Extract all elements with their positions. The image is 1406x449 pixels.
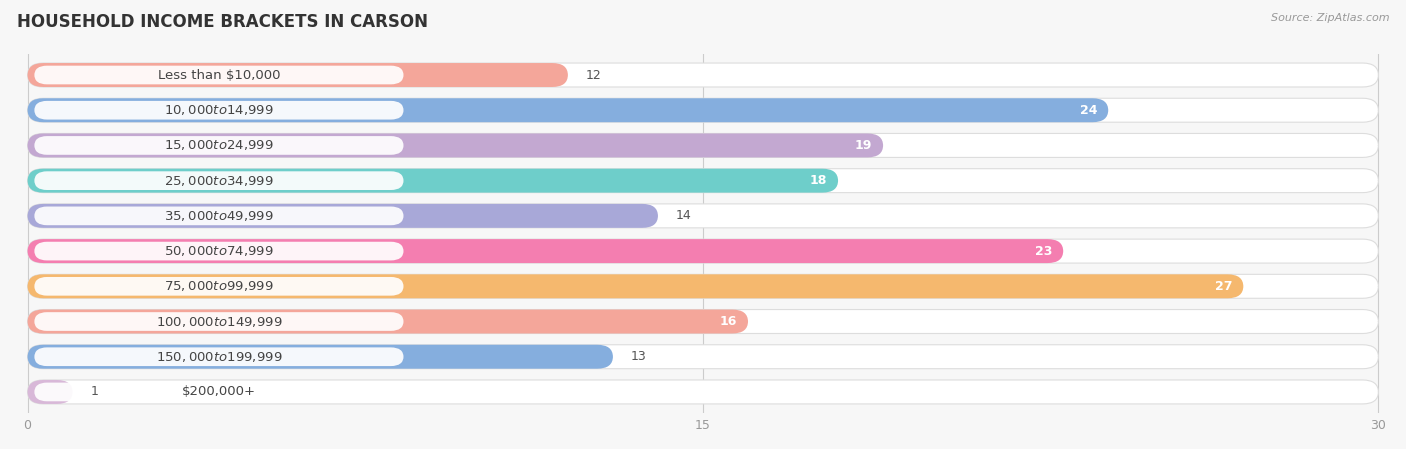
FancyBboxPatch shape (28, 309, 1378, 334)
FancyBboxPatch shape (28, 380, 73, 404)
Text: $75,000 to $99,999: $75,000 to $99,999 (165, 279, 274, 293)
FancyBboxPatch shape (28, 274, 1243, 298)
FancyBboxPatch shape (28, 380, 1378, 404)
Text: $25,000 to $34,999: $25,000 to $34,999 (165, 174, 274, 188)
Text: 24: 24 (1080, 104, 1097, 117)
FancyBboxPatch shape (28, 133, 1378, 158)
FancyBboxPatch shape (28, 98, 1108, 122)
FancyBboxPatch shape (34, 66, 404, 84)
Text: 16: 16 (720, 315, 737, 328)
FancyBboxPatch shape (34, 101, 404, 119)
FancyBboxPatch shape (28, 345, 1378, 369)
FancyBboxPatch shape (34, 348, 404, 366)
Text: 14: 14 (676, 209, 692, 222)
Text: $200,000+: $200,000+ (181, 385, 256, 398)
FancyBboxPatch shape (28, 204, 1378, 228)
FancyBboxPatch shape (28, 169, 838, 193)
FancyBboxPatch shape (28, 239, 1378, 263)
FancyBboxPatch shape (28, 345, 613, 369)
Text: $15,000 to $24,999: $15,000 to $24,999 (165, 138, 274, 153)
FancyBboxPatch shape (28, 239, 1063, 263)
FancyBboxPatch shape (28, 63, 568, 87)
Text: 18: 18 (810, 174, 827, 187)
Text: $100,000 to $149,999: $100,000 to $149,999 (156, 314, 283, 329)
FancyBboxPatch shape (34, 383, 404, 401)
Text: Source: ZipAtlas.com: Source: ZipAtlas.com (1271, 13, 1389, 23)
FancyBboxPatch shape (28, 133, 883, 158)
Text: $35,000 to $49,999: $35,000 to $49,999 (165, 209, 274, 223)
FancyBboxPatch shape (28, 63, 1378, 87)
Text: 1: 1 (90, 385, 98, 398)
Text: $10,000 to $14,999: $10,000 to $14,999 (165, 103, 274, 117)
Text: 12: 12 (586, 69, 602, 82)
Text: Less than $10,000: Less than $10,000 (157, 69, 280, 82)
Text: 23: 23 (1035, 245, 1052, 258)
FancyBboxPatch shape (28, 98, 1378, 122)
FancyBboxPatch shape (34, 172, 404, 190)
Text: HOUSEHOLD INCOME BRACKETS IN CARSON: HOUSEHOLD INCOME BRACKETS IN CARSON (17, 13, 427, 31)
FancyBboxPatch shape (34, 277, 404, 295)
FancyBboxPatch shape (34, 312, 404, 331)
Text: $50,000 to $74,999: $50,000 to $74,999 (165, 244, 274, 258)
FancyBboxPatch shape (28, 309, 748, 334)
FancyBboxPatch shape (28, 169, 1378, 193)
Text: 27: 27 (1215, 280, 1232, 293)
FancyBboxPatch shape (34, 136, 404, 155)
FancyBboxPatch shape (34, 207, 404, 225)
Text: $150,000 to $199,999: $150,000 to $199,999 (156, 350, 283, 364)
FancyBboxPatch shape (28, 274, 1378, 298)
FancyBboxPatch shape (34, 242, 404, 260)
Text: 19: 19 (855, 139, 872, 152)
FancyBboxPatch shape (28, 204, 658, 228)
Text: 13: 13 (631, 350, 647, 363)
